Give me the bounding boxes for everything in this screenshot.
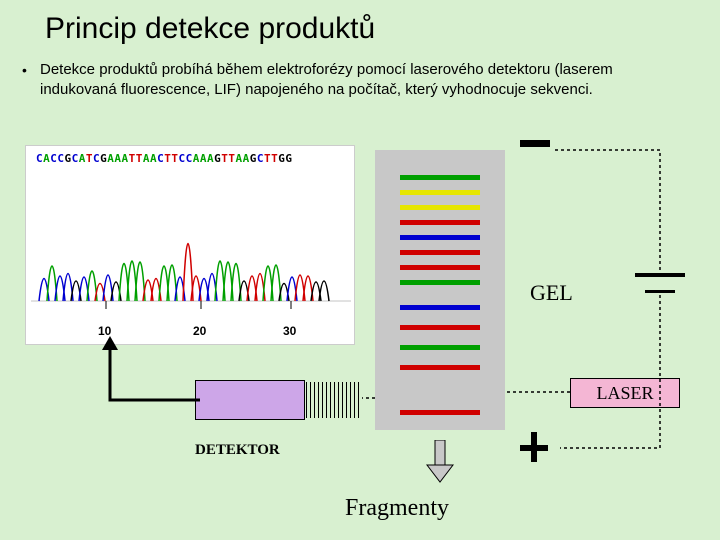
gel-band bbox=[400, 410, 480, 415]
fragments-label: Fragmenty bbox=[345, 495, 449, 522]
description-text: Detekce produktů probíhá během elektrofo… bbox=[40, 60, 690, 101]
gel-box bbox=[375, 150, 505, 430]
battery-long-bar bbox=[635, 273, 685, 277]
gel-band bbox=[400, 325, 480, 330]
page-title: Princip detekce produktů bbox=[45, 12, 375, 46]
battery-short-bar bbox=[645, 290, 675, 293]
axis-tick-label: 10 bbox=[98, 324, 111, 338]
gel-band bbox=[400, 205, 480, 210]
bullet-dot: • bbox=[22, 62, 27, 80]
gel-band bbox=[400, 365, 480, 370]
gel-band bbox=[400, 175, 480, 180]
gel-band bbox=[400, 235, 480, 240]
axis-tick-label: 20 bbox=[193, 324, 206, 338]
gel-band bbox=[400, 220, 480, 225]
detector-hatch-icon bbox=[306, 382, 361, 418]
chromatogram-panel: CACCGCATCGAAATTAACTTCCAAAGTTAAGCTTGG 102… bbox=[25, 145, 355, 345]
gel-band bbox=[400, 265, 480, 270]
gel-band bbox=[400, 305, 480, 310]
laser-box: LASER bbox=[570, 378, 680, 408]
gel-band bbox=[400, 280, 480, 285]
axis-tick-label: 30 bbox=[283, 324, 296, 338]
arrow-down-icon bbox=[425, 440, 455, 485]
gel-band bbox=[400, 250, 480, 255]
gel-label: GEL bbox=[530, 280, 573, 306]
minus-electrode-icon bbox=[520, 140, 550, 147]
plus-electrode-icon-v bbox=[531, 432, 537, 462]
detector-label: DETEKTOR bbox=[195, 442, 280, 459]
gel-band bbox=[400, 190, 480, 195]
detector-box bbox=[195, 380, 305, 420]
chromatogram-trace bbox=[26, 146, 356, 346]
gel-band bbox=[400, 345, 480, 350]
